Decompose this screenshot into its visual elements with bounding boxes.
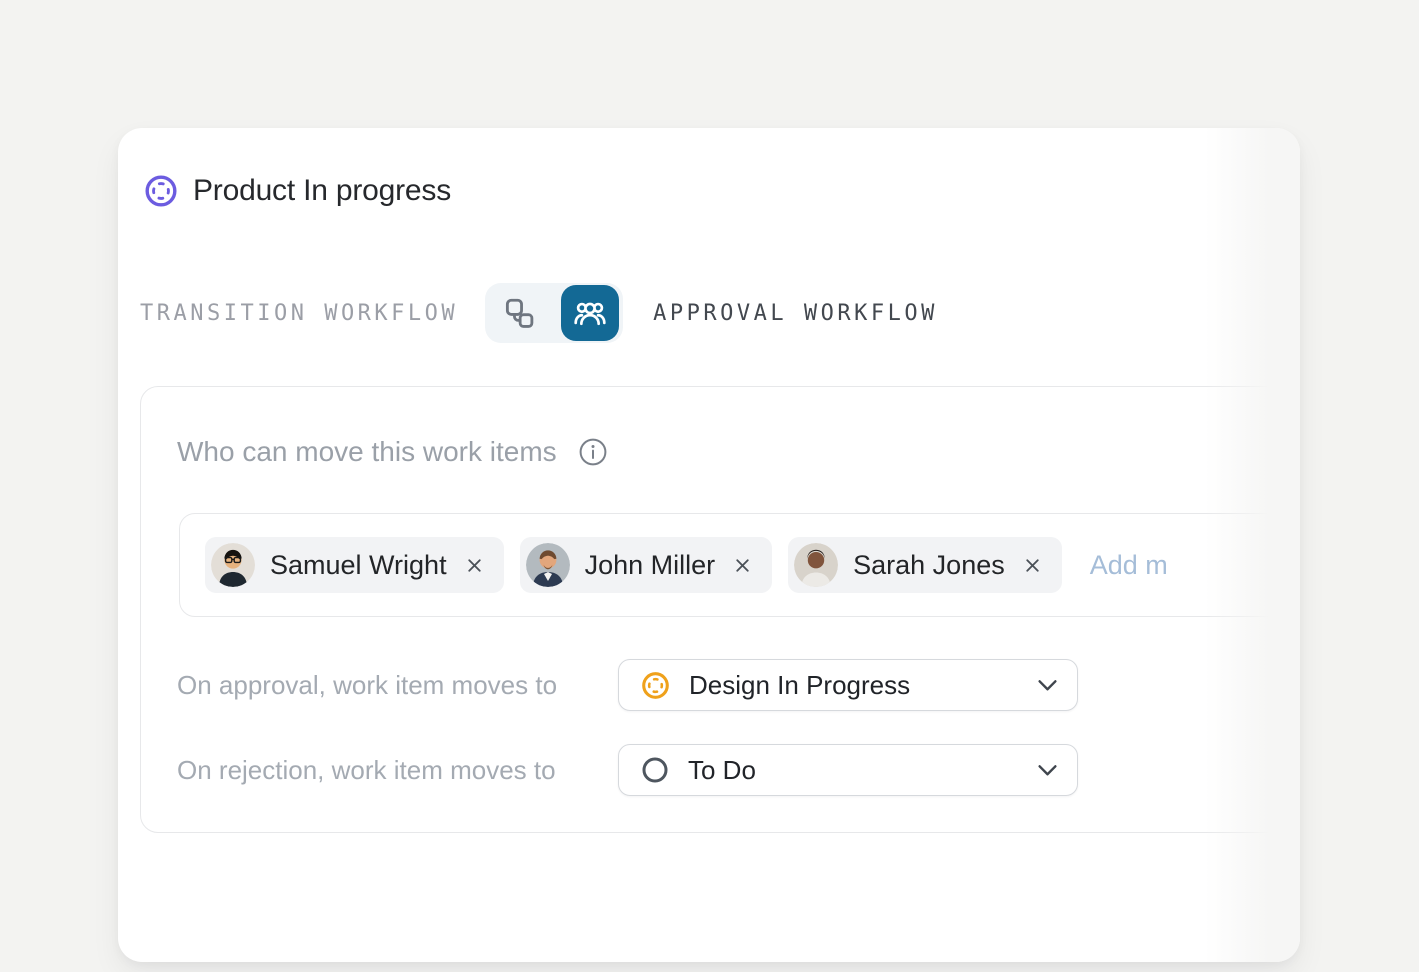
close-icon	[464, 555, 485, 576]
members-input[interactable]: Samuel Wright	[179, 513, 1300, 617]
people-group-icon	[573, 296, 607, 330]
chevron-down-icon	[1037, 764, 1058, 777]
member-chip: Samuel Wright	[205, 537, 504, 593]
approval-target-select[interactable]: Design In Progress	[618, 659, 1078, 711]
workflow-switch[interactable]	[485, 283, 624, 343]
status-settings-panel: Product In progress TRANSITION WORKFLOW	[118, 128, 1300, 962]
approval-row: On approval, work item moves to Design I…	[177, 659, 1078, 711]
page-title: Product In progress	[193, 174, 451, 207]
approval-target-value: Design In Progress	[689, 669, 911, 700]
rejection-row-label: On rejection, work item moves to	[177, 754, 556, 785]
rejection-target-select[interactable]: To Do	[618, 744, 1078, 796]
workflow-nodes-icon	[501, 296, 535, 330]
status-todo-icon	[641, 756, 669, 784]
remove-member-button[interactable]	[730, 553, 755, 578]
remove-member-button[interactable]	[1020, 553, 1045, 578]
members-question-row: Who can move this work items	[177, 430, 607, 474]
remove-member-button[interactable]	[462, 553, 487, 578]
avatar	[794, 543, 839, 587]
status-in-progress-icon	[144, 174, 178, 208]
panel-header: Product In progress	[144, 172, 451, 210]
member-name: John Miller	[584, 549, 716, 580]
chevron-down-icon	[1037, 679, 1058, 692]
add-member-placeholder[interactable]: Add m	[1089, 549, 1168, 580]
members-question-label: Who can move this work items	[177, 436, 557, 467]
rejection-target-value: To Do	[688, 754, 756, 785]
rejection-row: On rejection, work item moves to To Do	[177, 744, 1078, 796]
approval-row-label: On approval, work item moves to	[177, 669, 558, 700]
transition-workflow-button[interactable]	[489, 285, 547, 341]
approval-workflow-button[interactable]	[561, 285, 620, 341]
info-icon[interactable]	[579, 438, 607, 466]
avatar	[211, 543, 255, 587]
member-chip: Sarah Jones	[788, 537, 1062, 593]
member-name: Samuel Wright	[270, 549, 447, 580]
close-icon	[732, 555, 753, 576]
workflow-toggle-row: TRANSITION WORKFLOW	[140, 283, 938, 343]
status-in-progress-icon	[641, 671, 670, 700]
approval-workflow-label[interactable]: APPROVAL WORKFLOW	[653, 300, 938, 326]
member-chip: John Miller	[519, 537, 773, 593]
close-icon	[1022, 555, 1043, 576]
member-name: Sarah Jones	[853, 549, 1005, 580]
transition-workflow-label[interactable]: TRANSITION WORKFLOW	[140, 300, 459, 326]
avatar	[525, 543, 570, 587]
approval-settings-card: Who can move this work items	[140, 386, 1300, 833]
